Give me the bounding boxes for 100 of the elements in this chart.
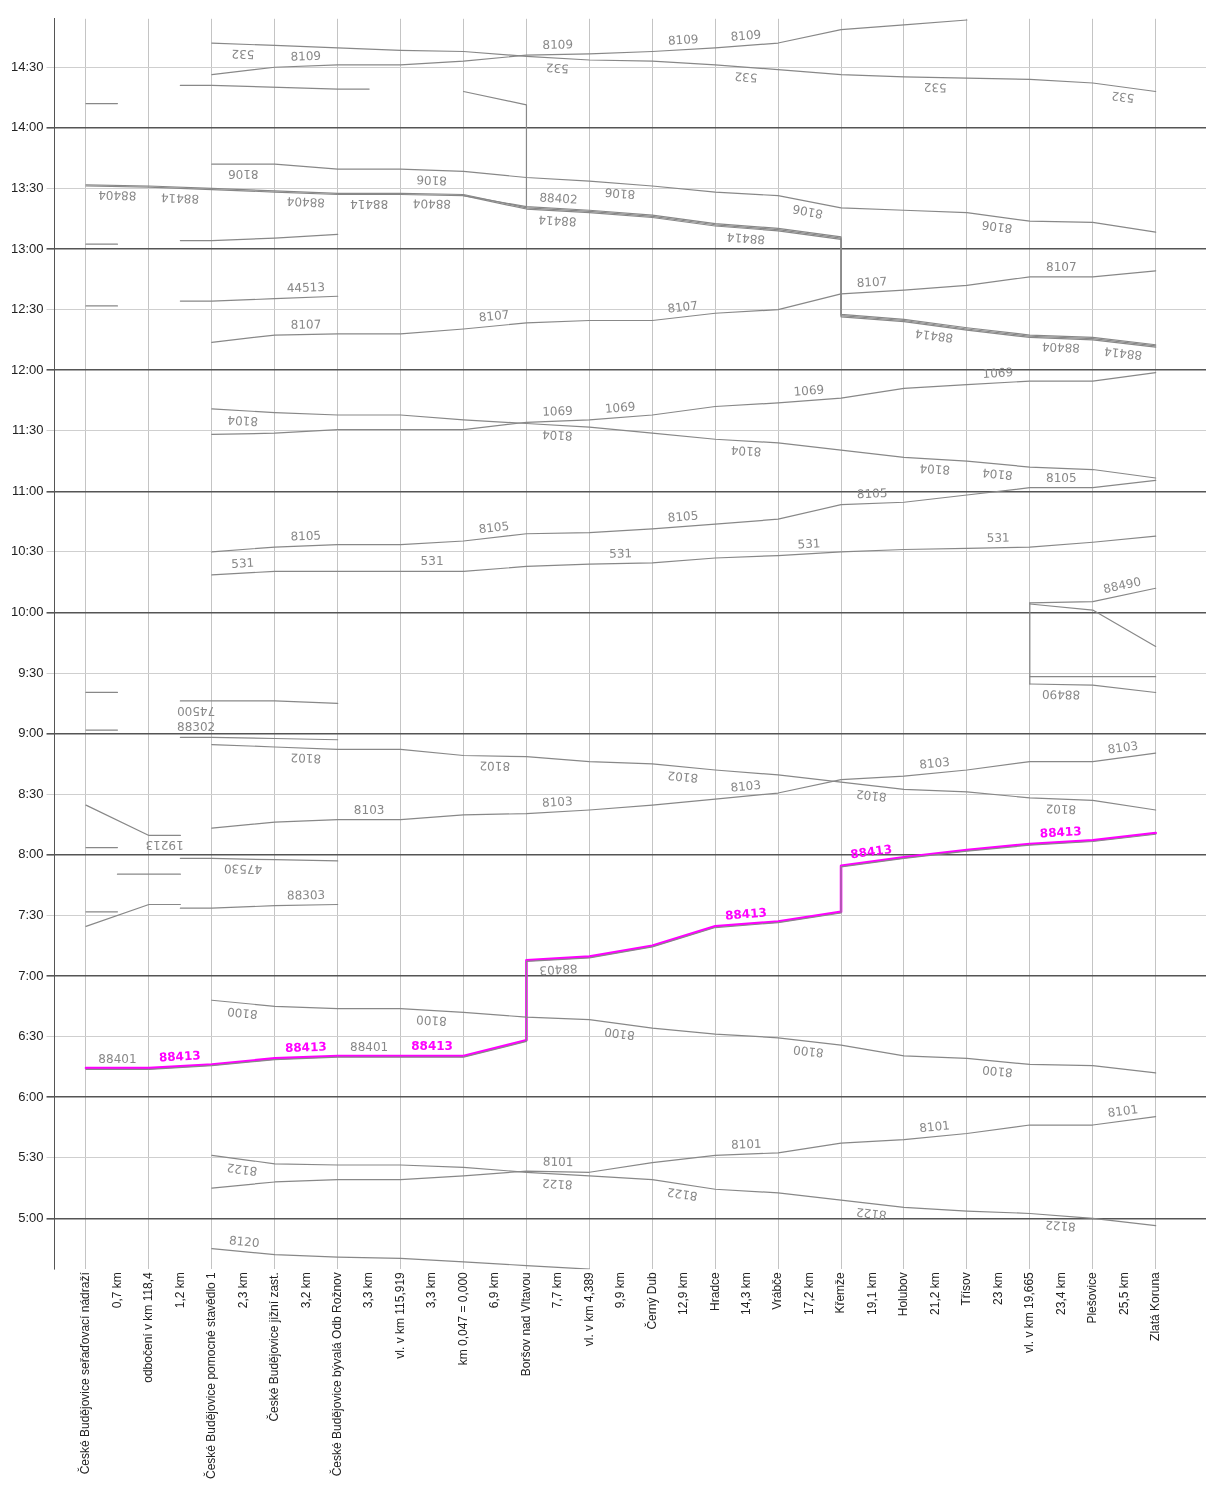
x-tick-label: Plešovice bbox=[1085, 1271, 1100, 1324]
text: 1069 bbox=[793, 382, 825, 399]
text: 8102 bbox=[290, 750, 322, 766]
x-tick-label: České Budějovice jižní zast. bbox=[266, 1272, 282, 1422]
y-tick-label: 12:00 bbox=[10, 361, 44, 377]
x-tick-label: 7,7 km bbox=[550, 1272, 565, 1309]
text: 8104 bbox=[227, 412, 259, 429]
x-tick-label: České Budějovice pomocné stavědlo 1 bbox=[203, 1271, 219, 1480]
text: 8107 bbox=[478, 307, 510, 325]
y-tick-label: 13:00 bbox=[10, 240, 44, 256]
text: 8100 bbox=[603, 1024, 636, 1043]
text: 88414 bbox=[160, 190, 200, 207]
text: 8122 bbox=[855, 1204, 888, 1223]
text: 8103 bbox=[918, 754, 951, 772]
y-tick-label: 11:30 bbox=[11, 422, 44, 438]
y-tick-label: 14:00 bbox=[10, 119, 44, 135]
text: 8103 bbox=[1106, 738, 1139, 757]
text: 88404 bbox=[98, 187, 137, 203]
x-tick-label: České Budějovice seřaďovací nádraží bbox=[77, 1271, 93, 1475]
x-tick-label: 12,9 km bbox=[676, 1272, 691, 1315]
x-tick-label: 23,4 km bbox=[1053, 1272, 1068, 1315]
x-tick-label: Vrábče bbox=[770, 1271, 785, 1310]
y-tick-label: 9:30 bbox=[18, 664, 44, 680]
x-tick-label: 19,1 km bbox=[864, 1272, 879, 1315]
text: 532 bbox=[231, 46, 255, 62]
y-tick-label: 5:30 bbox=[18, 1149, 44, 1165]
x-tick-label: 23 km bbox=[990, 1272, 1005, 1305]
series-label: 8106 bbox=[604, 185, 636, 202]
text: 8107 bbox=[290, 317, 322, 332]
text: 532 bbox=[733, 69, 758, 85]
x-tick-label: Boršov nad Vltavou bbox=[518, 1272, 533, 1377]
text: 88414 bbox=[537, 212, 577, 229]
x-tick-label: České Budějovice bývalá Odb Rožnov bbox=[328, 1272, 344, 1477]
x-tick-label: vl. v km 115,919 bbox=[392, 1271, 407, 1359]
x-tick-label: 6,9 km bbox=[487, 1272, 502, 1309]
y-tick-label: 14:30 bbox=[10, 58, 44, 74]
y-tick-label: 7:00 bbox=[18, 967, 44, 983]
x-tick-label: Hradce bbox=[707, 1271, 722, 1311]
text: 8103 bbox=[353, 802, 385, 817]
text: 1069 bbox=[982, 365, 1014, 381]
text: 88413 bbox=[849, 841, 893, 862]
text: 8104 bbox=[981, 465, 1014, 483]
series-label: 88402 bbox=[539, 190, 578, 207]
text: 8122 bbox=[666, 1184, 699, 1204]
text: 88404 bbox=[1041, 339, 1081, 356]
y-tick-label: 8:30 bbox=[18, 785, 44, 801]
text: 531 bbox=[986, 530, 1010, 546]
text: 88414 bbox=[1103, 344, 1143, 363]
x-tick-label: Černý Dub bbox=[643, 1271, 659, 1330]
text: 8105 bbox=[477, 518, 510, 537]
text: 8103 bbox=[541, 794, 573, 810]
series-label: 88302 bbox=[177, 720, 216, 735]
text: 8106 bbox=[416, 172, 448, 188]
x-tick-label: km 0,047 = 0,000 bbox=[455, 1271, 470, 1366]
x-tick-label: 17,2 km bbox=[801, 1272, 816, 1315]
text: 88414 bbox=[350, 197, 389, 212]
text: 8101 bbox=[730, 1136, 762, 1152]
text: 8106 bbox=[228, 167, 259, 182]
x-tick-label: 3,3 km bbox=[424, 1272, 439, 1309]
series-label: 1069 bbox=[604, 399, 636, 416]
text: 8107 bbox=[666, 298, 699, 316]
text: 8106 bbox=[980, 217, 1014, 236]
text: 8100 bbox=[226, 1004, 259, 1022]
x-tick-label: Zlatá Koruna bbox=[1147, 1271, 1162, 1341]
text: 88413 bbox=[158, 1048, 202, 1065]
text: 8100 bbox=[415, 1012, 448, 1029]
x-tick-label: Křemže bbox=[833, 1271, 848, 1314]
x-tick-label: Třísov bbox=[959, 1272, 974, 1306]
text: 8102 bbox=[666, 768, 699, 786]
series-label: 8105 bbox=[667, 508, 699, 525]
text: 88413 bbox=[411, 1039, 453, 1054]
text: 8101 bbox=[1106, 1102, 1139, 1120]
series-label: 88404 bbox=[286, 194, 326, 210]
text: 8101 bbox=[918, 1118, 951, 1136]
text: 8104 bbox=[919, 461, 951, 477]
series-label: 74500 bbox=[177, 703, 216, 718]
text: 531 bbox=[609, 546, 633, 561]
text: 8107 bbox=[1046, 260, 1077, 274]
x-tick-label: 9,9 km bbox=[613, 1272, 628, 1309]
text: 8105 bbox=[856, 486, 888, 502]
text: 8100 bbox=[792, 1042, 825, 1060]
text: 8109 bbox=[667, 31, 699, 48]
x-tick-label: 3,3 km bbox=[361, 1272, 376, 1309]
text: 8101 bbox=[542, 1154, 574, 1170]
text: 8109 bbox=[290, 48, 322, 64]
x-tick-label: 25,5 km bbox=[1116, 1272, 1131, 1315]
series-label: 88303 bbox=[286, 887, 326, 903]
text: 8104 bbox=[541, 427, 573, 444]
text: 532 bbox=[545, 60, 570, 76]
series-label: 8122 bbox=[1044, 1217, 1077, 1234]
text: 88490 bbox=[1102, 574, 1143, 597]
y-tick-label: 7:30 bbox=[18, 906, 44, 922]
text: 8105 bbox=[290, 528, 322, 544]
text: 8102 bbox=[479, 758, 511, 774]
text: 8103 bbox=[729, 777, 762, 795]
y-tick-label: 6:00 bbox=[18, 1088, 44, 1104]
text: 531 bbox=[230, 555, 255, 571]
text: 8106 bbox=[791, 201, 825, 222]
y-tick-label: 9:00 bbox=[18, 725, 44, 741]
text: 88404 bbox=[412, 196, 452, 212]
